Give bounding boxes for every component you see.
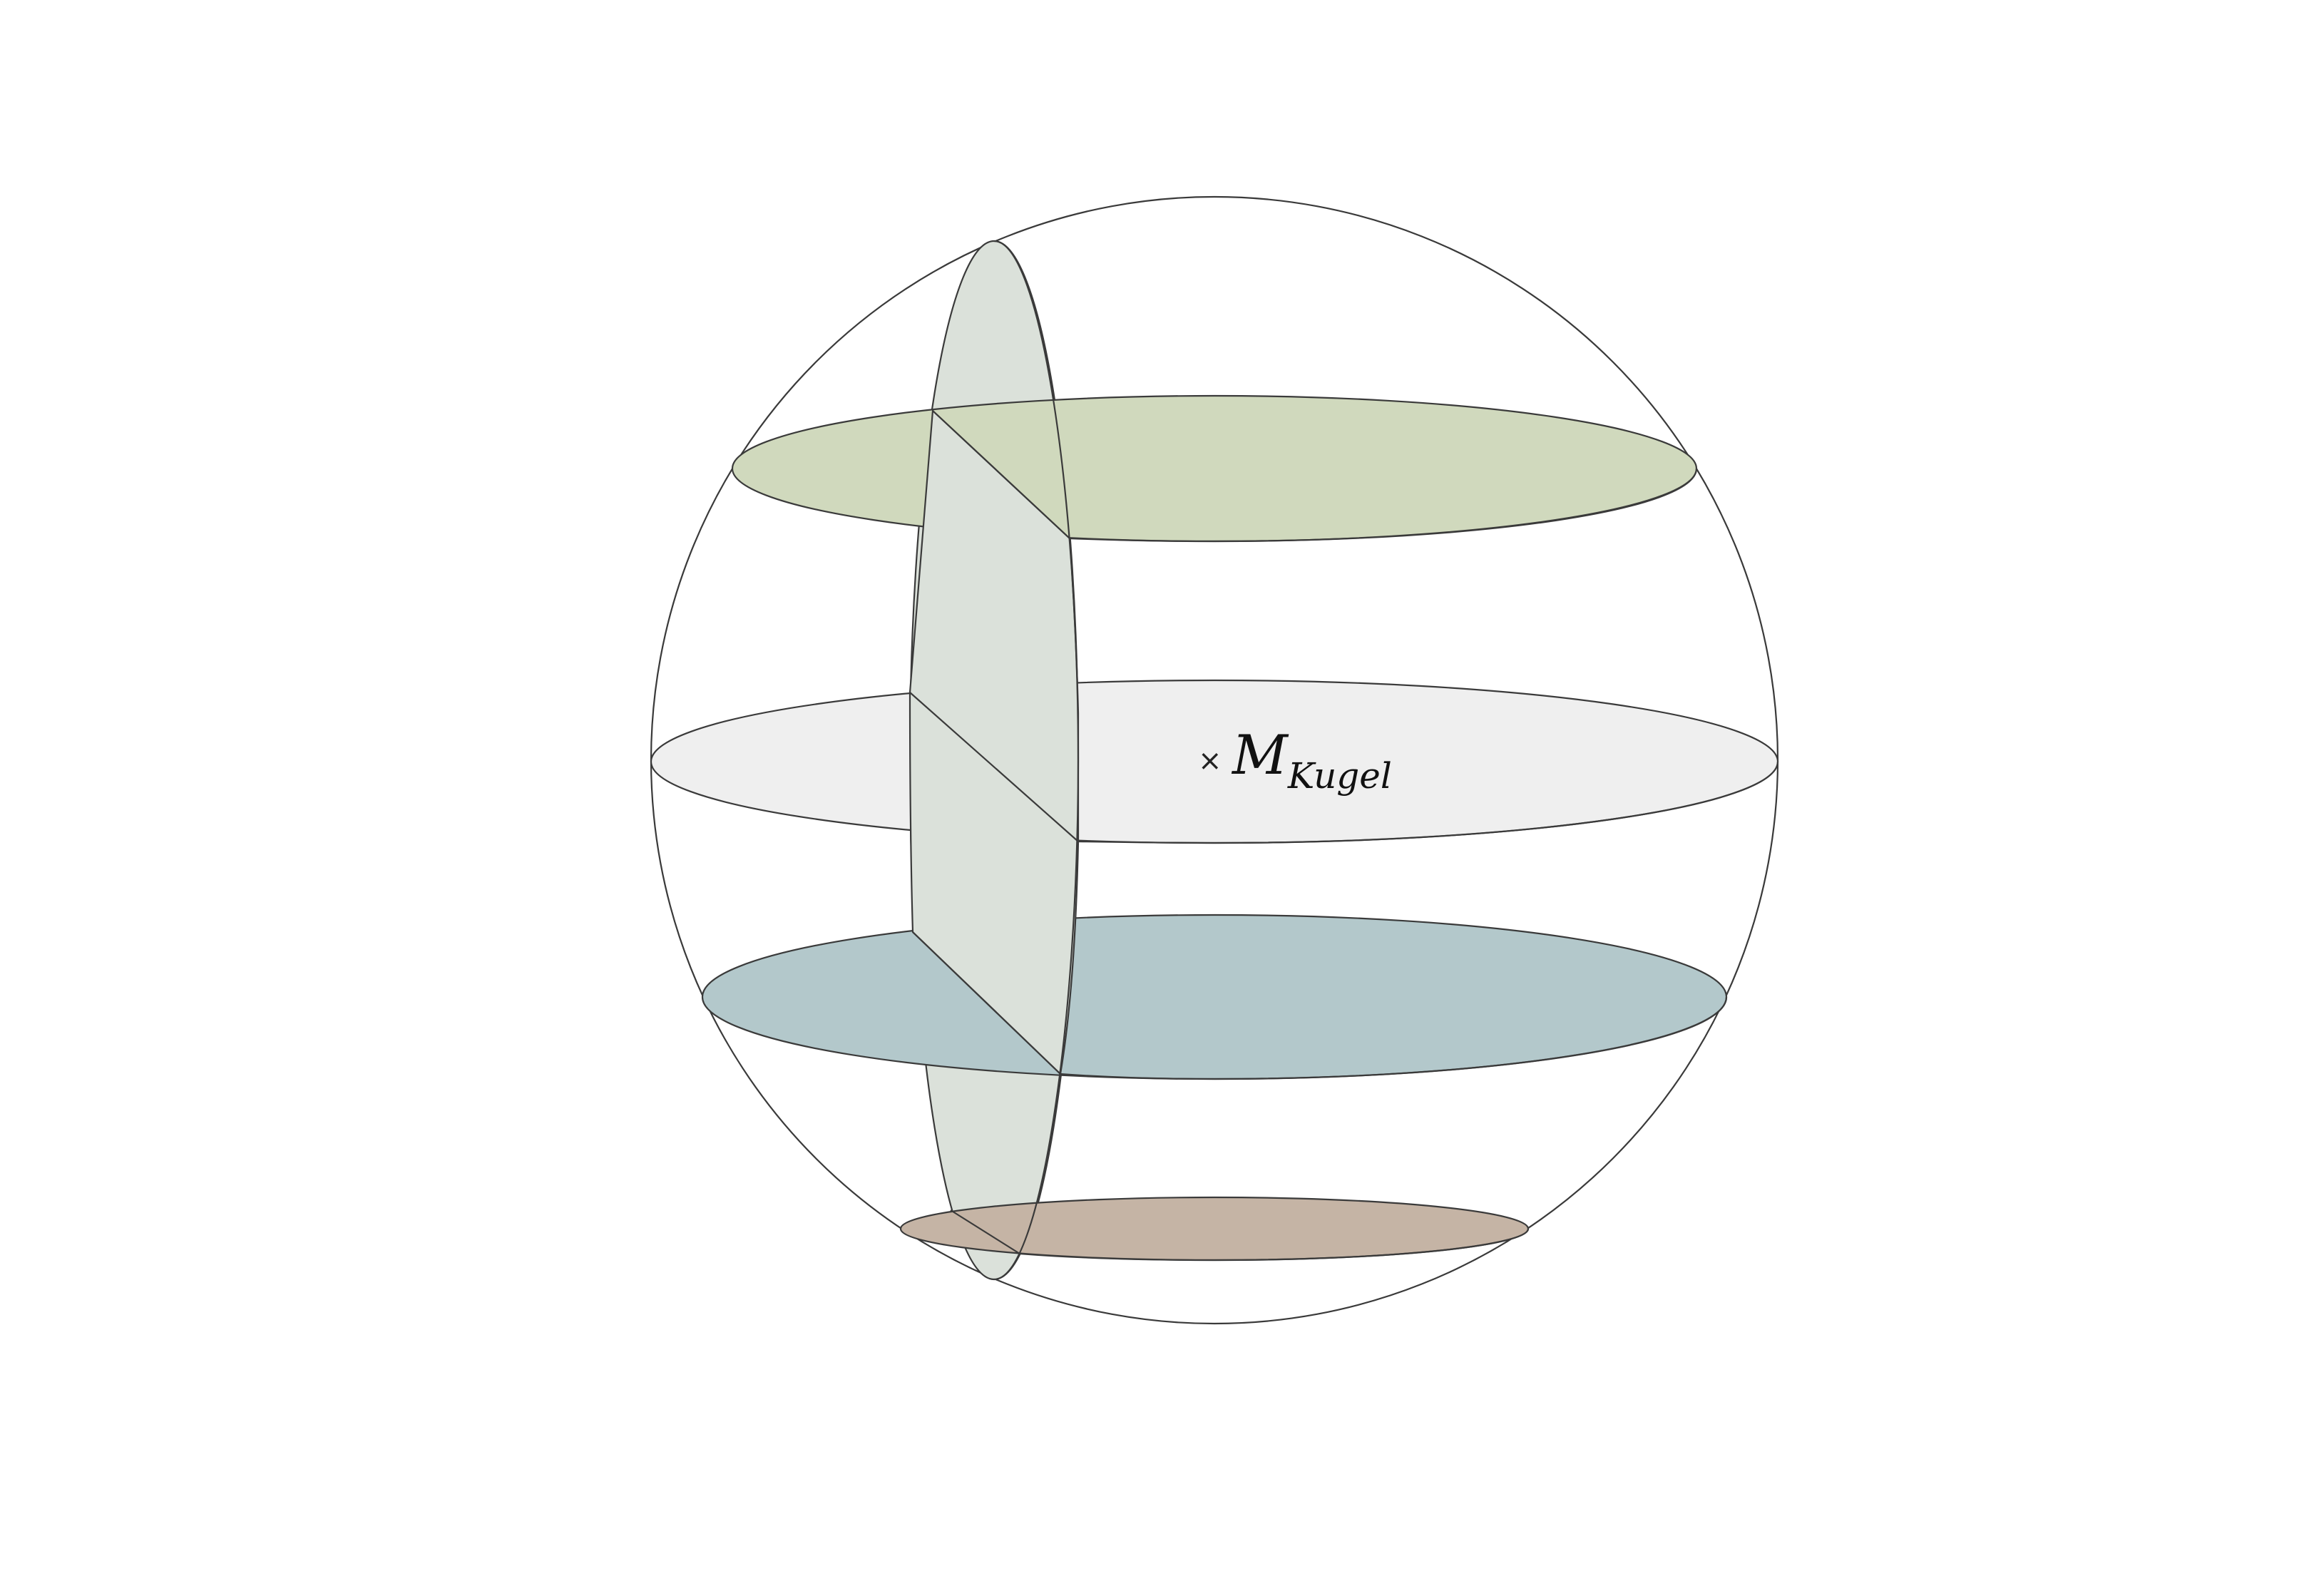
center-label-subscript: Kugel (1287, 755, 1392, 797)
lower-section-front-edge (1060, 996, 1728, 1080)
upper-section-cut-line (932, 410, 1070, 539)
lower-horizontal-section (701, 914, 1728, 1080)
upper-horizontal-section (731, 394, 1698, 543)
center-marker: × (1198, 745, 1222, 777)
vertical-section-right-edge (993, 240, 1080, 1281)
equatorial-section-front-edge (1077, 761, 1779, 844)
lower-section-cut-line (912, 931, 1061, 1075)
center-label-main: M (1231, 723, 1289, 787)
bottom-section-cut-line (950, 1209, 1020, 1254)
center-label: MKugel (1231, 723, 1392, 797)
upper-section-front-edge (1069, 468, 1698, 543)
bottom-section-front-edge (1019, 1228, 1530, 1262)
equatorial-section-cut-line (909, 692, 1079, 842)
